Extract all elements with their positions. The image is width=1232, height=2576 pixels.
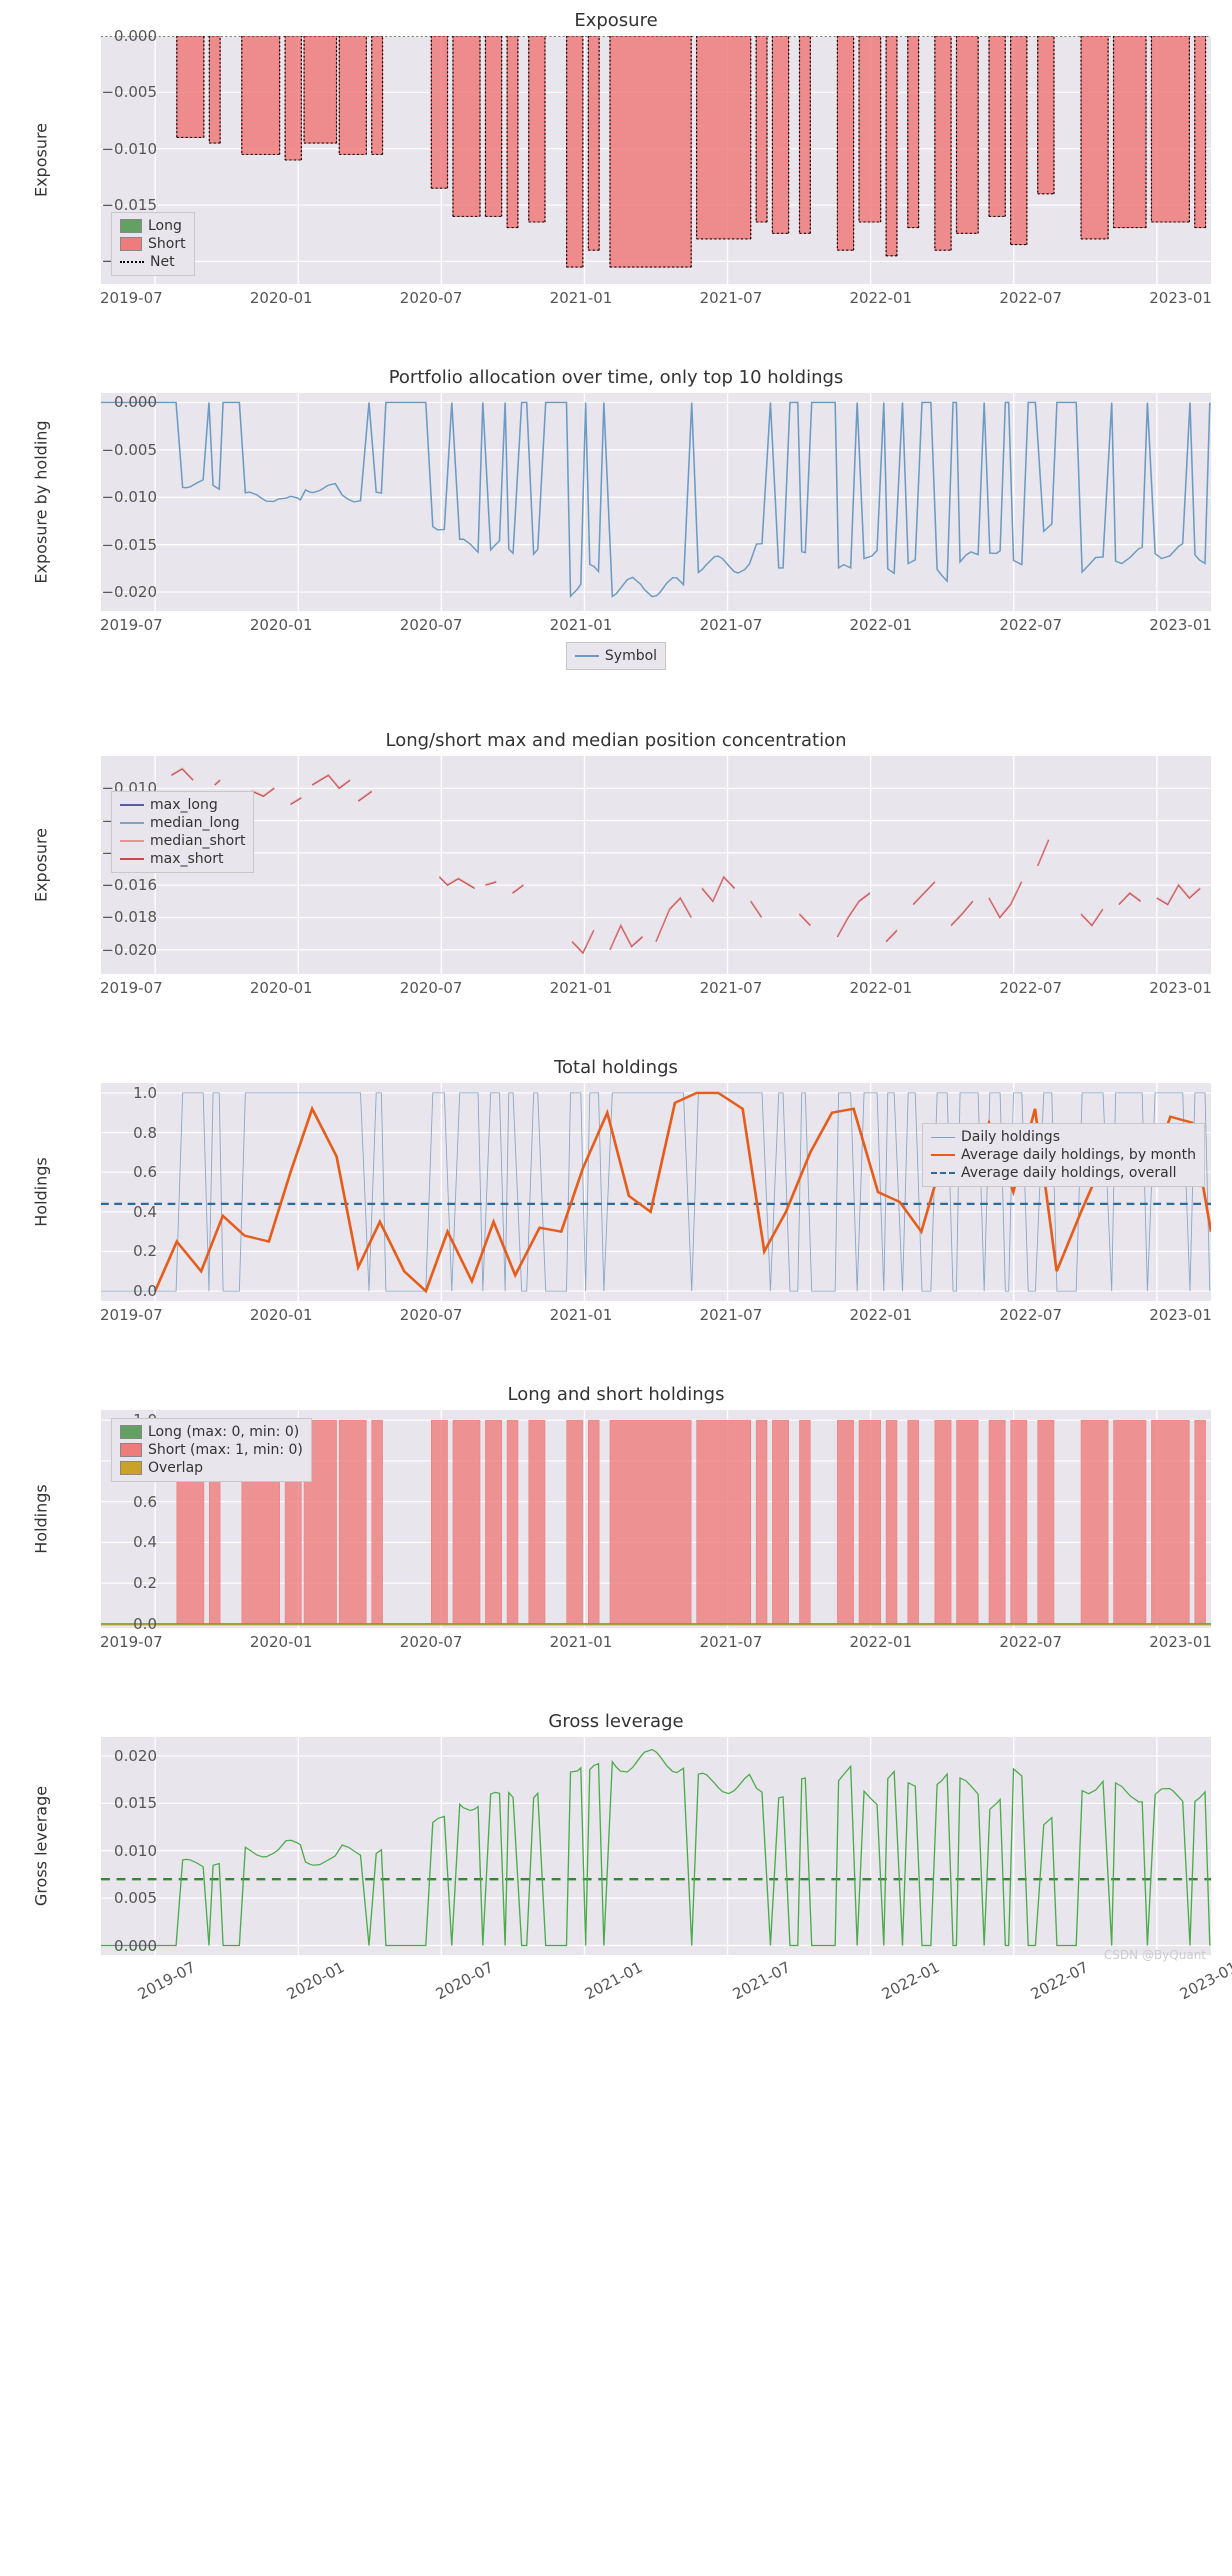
y-axis: 0.00.20.40.60.81.0 xyxy=(93,1083,165,1301)
x-axis: 2019-072020-012020-072021-012021-072022-… xyxy=(100,1629,1212,1651)
plot-svg xyxy=(101,1737,1211,1955)
legend-label: Symbol xyxy=(605,648,657,664)
y-axis-label: Holdings xyxy=(32,1484,51,1554)
plot-area: Holdings 0.00.20.40.60.81.0 Daily holdin… xyxy=(100,1082,1212,1302)
chart-title: Portfolio allocation over time, only top… xyxy=(20,367,1212,388)
plot-svg xyxy=(101,1083,1211,1301)
plot-area: Exposure 0.000−0.005−0.010−0.015−0.020 L… xyxy=(100,35,1212,285)
total-holdings-chart: Total holdings Holdings 0.00.20.40.60.81… xyxy=(20,1057,1212,1324)
y-axis-label: Exposure xyxy=(32,123,51,197)
y-axis: 0.000−0.005−0.010−0.015−0.020 xyxy=(93,393,165,611)
plot-area: Exposure −0.010−0.012−0.014−0.016−0.018−… xyxy=(100,755,1212,975)
x-axis: 2019-072020-012020-072021-012021-072022-… xyxy=(100,612,1212,634)
chart-title: Exposure xyxy=(20,10,1212,31)
concentration-chart: Long/short max and median position conce… xyxy=(20,730,1212,997)
y-axis: 0.0000.0050.0100.0150.020 xyxy=(93,1737,165,1955)
allocation-chart: Portfolio allocation over time, only top… xyxy=(20,367,1212,670)
gross-leverage-chart: Gross leverage Gross leverage 0.0000.005… xyxy=(20,1711,1212,1978)
chart-title: Long and short holdings xyxy=(20,1384,1212,1405)
plot-svg xyxy=(101,36,1211,284)
watermark: CSDN @ByQuant xyxy=(20,1948,1212,1962)
plot-svg xyxy=(101,393,1211,611)
plot-area: Gross leverage 0.0000.0050.0100.0150.020 xyxy=(100,1736,1212,1956)
plot-svg xyxy=(101,756,1211,974)
chart-title: Long/short max and median position conce… xyxy=(20,730,1212,751)
chart-title: Total holdings xyxy=(20,1057,1212,1078)
legend: LongShortNet xyxy=(111,212,195,276)
x-axis: 2019-072020-012020-072021-012021-072022-… xyxy=(100,1302,1212,1324)
plot-area: Holdings 0.00.20.40.60.81.0 Long (max: 0… xyxy=(100,1409,1212,1629)
x-axis: 2019-072020-012020-072021-012021-072022-… xyxy=(100,285,1212,307)
legend: Long (max: 0, min: 0)Short (max: 1, min:… xyxy=(111,1418,312,1482)
plot-area: Exposure by holding 0.000−0.005−0.010−0.… xyxy=(100,392,1212,612)
long-short-holdings-chart: Long and short holdings Holdings 0.00.20… xyxy=(20,1384,1212,1651)
x-axis: 2019-072020-012020-072021-012021-072022-… xyxy=(100,975,1212,997)
y-axis-label: Exposure by holding xyxy=(32,420,51,583)
legend: Symbol xyxy=(566,642,666,670)
chart-title: Gross leverage xyxy=(20,1711,1212,1732)
legend: max_longmedian_longmedian_shortmax_short xyxy=(111,791,254,873)
y-axis-label: Holdings xyxy=(32,1157,51,1227)
exposure-chart: Exposure Exposure 0.000−0.005−0.010−0.01… xyxy=(20,10,1212,307)
y-axis-label: Gross leverage xyxy=(32,1786,51,1906)
y-axis-label: Exposure xyxy=(32,828,51,902)
legend: Daily holdingsAverage daily holdings, by… xyxy=(922,1123,1205,1187)
